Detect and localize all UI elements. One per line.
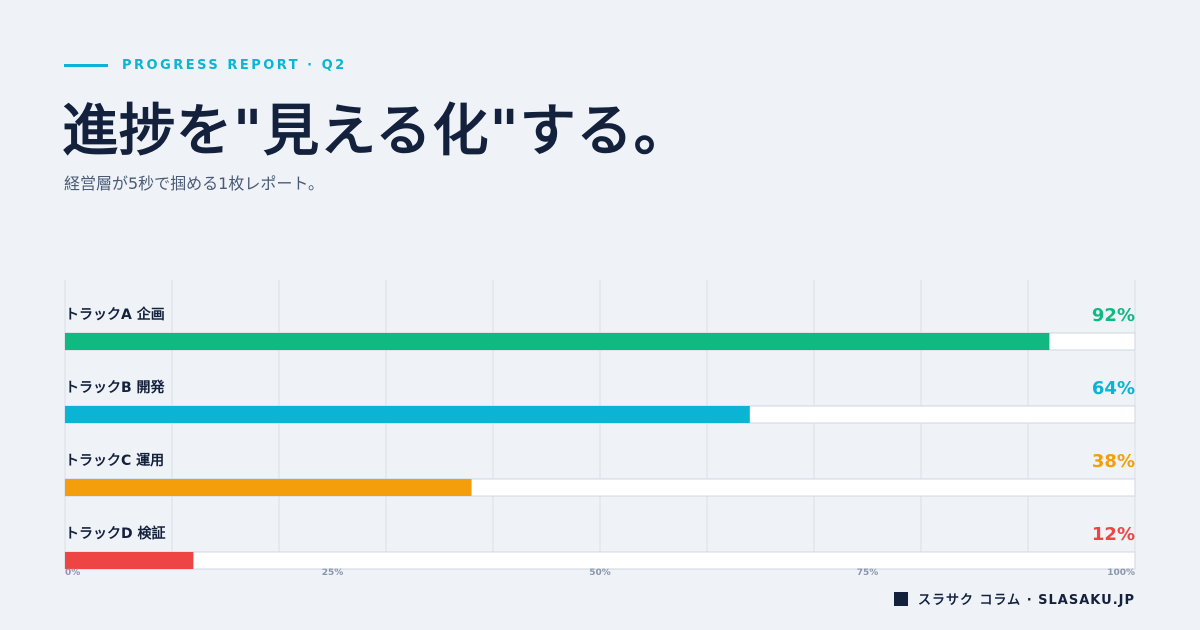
bar [65, 479, 472, 496]
category-label: トラックD 検証 [65, 525, 166, 542]
page-subtitle: 経営層が5秒で掴める1枚レポート。 [64, 174, 325, 193]
category-label: トラックA 企画 [65, 306, 165, 323]
eyebrow-accent-line [64, 64, 108, 67]
x-tick-label: 0% [65, 568, 80, 578]
value-label: 92% [1092, 305, 1135, 326]
page-title: 進捗を"見える化"する。 [62, 99, 691, 164]
bar [65, 406, 750, 423]
value-label: 38% [1092, 451, 1135, 472]
category-label: トラックB 開発 [65, 379, 166, 396]
bar [65, 552, 194, 569]
bar-track [64, 551, 1136, 570]
eyebrow: PROGRESS REPORT · Q2 [64, 58, 347, 73]
category-label: トラックC 運用 [65, 453, 164, 469]
footer-brand: スラサク コラム · SLASAKU.JP [918, 593, 1135, 608]
x-tick-label: 100% [1107, 568, 1135, 578]
brand-square-icon [894, 591, 909, 606]
footer: スラサク コラム · SLASAKU.JP [894, 589, 1135, 608]
bar [65, 333, 1050, 350]
x-tick-label: 50% [589, 568, 611, 578]
x-tick-label: 25% [322, 568, 344, 578]
value-label: 64% [1092, 378, 1135, 399]
x-tick-label: 75% [857, 568, 879, 578]
eyebrow-text: PROGRESS REPORT · Q2 [122, 58, 347, 73]
value-label: 12% [1092, 524, 1135, 545]
